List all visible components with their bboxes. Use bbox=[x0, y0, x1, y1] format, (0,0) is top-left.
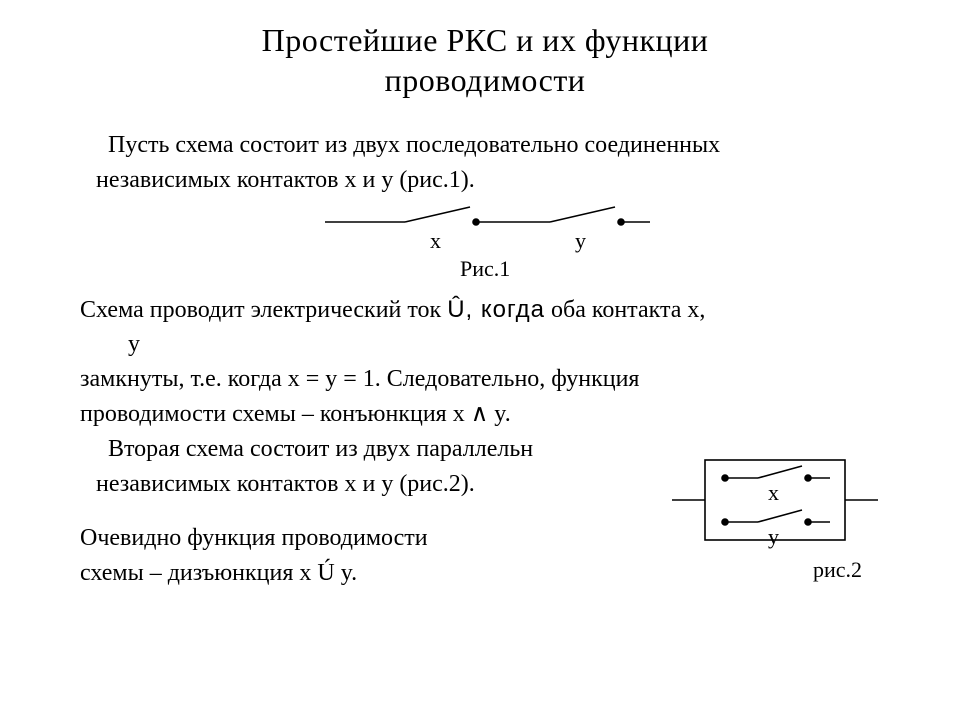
fig2-label-y: y bbox=[768, 524, 779, 549]
figure-1: x y Рис.1 bbox=[80, 204, 890, 287]
fig2-caption: рис.2 bbox=[670, 557, 880, 583]
title-line-1: Простейшие РКС и их функции bbox=[262, 22, 709, 58]
slide: Простейшие РКС и их функции проводимости… bbox=[0, 0, 960, 720]
p2-l1c: оба контакта x, bbox=[545, 297, 705, 323]
fig1-caption: Рис.1 bbox=[460, 256, 510, 281]
p2-l1b: Û, когда bbox=[447, 296, 545, 323]
paragraph-2-line-1: Схема проводит электрический ток Û, когд… bbox=[80, 293, 890, 328]
paragraph-2-line-3: проводимости схемы – конъюнкция x ∧ y. bbox=[80, 397, 890, 432]
paragraph-1-line-2: независимых контактов x и y (рис.1). bbox=[80, 163, 890, 198]
fig1-label-y: y bbox=[575, 228, 586, 253]
paragraph-2-line-2: замкнуты, т.е. когда x = y = 1. Следоват… bbox=[80, 362, 890, 397]
paragraph-1-line-1: Пусть схема состоит из двух последовател… bbox=[80, 128, 890, 163]
title: Простейшие РКС и их функции проводимости bbox=[80, 20, 890, 100]
fig1-label-x: x bbox=[430, 228, 441, 253]
figure-1-svg: x y Рис.1 bbox=[315, 204, 655, 282]
fig2-label-x: x bbox=[768, 480, 779, 505]
figure-2: x y рис.2 bbox=[670, 452, 880, 583]
figure-2-svg: x y bbox=[670, 452, 880, 552]
paragraph-2-line-1d: y bbox=[80, 327, 890, 362]
p2-l1a: Схема проводит электрический ток bbox=[80, 297, 447, 323]
title-line-2: проводимости bbox=[385, 62, 586, 98]
